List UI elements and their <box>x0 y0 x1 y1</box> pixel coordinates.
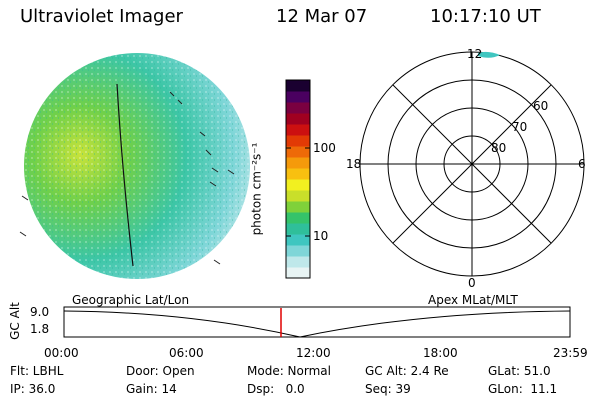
track-x-tick-1200: 12:00 <box>296 346 331 360</box>
colorbar-segment <box>286 201 310 213</box>
track-y-axis-label: GC Alt <box>7 302 22 340</box>
polar-lat-80: 80 <box>491 141 507 155</box>
polar-mlt-12: 12 <box>467 47 483 61</box>
track-left-label: Geographic Lat/Lon <box>72 293 190 307</box>
colorbar-label: photon cm⁻²s⁻¹ <box>249 142 264 236</box>
altitude-track-plot <box>63 306 571 338</box>
colorbar-frame <box>285 79 311 279</box>
info-dsp: Dsp: 0.0 <box>247 382 305 396</box>
info-ip: IP: 36.0 <box>10 382 56 396</box>
info-glat: GLat: 51.0 <box>488 364 551 378</box>
polar-plot <box>359 51 585 277</box>
earth-image <box>19 53 250 279</box>
info-mode: Mode: Normal <box>247 364 331 378</box>
aurora-patch <box>478 51 500 58</box>
colorbar-segment <box>286 124 310 136</box>
colorbar-segment <box>286 190 310 202</box>
track-x-tick-2359: 23:59 <box>553 346 588 360</box>
colorbar-segment <box>286 80 310 92</box>
colorbar-segment <box>286 135 310 147</box>
colorbar-segment <box>286 223 310 235</box>
polar-lat-70: 70 <box>512 120 528 134</box>
info-gc-alt: GC Alt: 2.4 Re <box>365 364 449 378</box>
track-y-tick-top: 9.0 <box>30 305 50 319</box>
polar-mlt-18: 18 <box>346 157 362 171</box>
colorbar-segment <box>286 267 310 279</box>
polar-lat-60: 60 <box>533 99 549 113</box>
colorbar-tick-100: 100 <box>313 141 336 155</box>
track-x-tick-0000: 00:00 <box>44 346 79 360</box>
colorbar-segment <box>286 146 310 158</box>
info-glon: GLon: 11.1 <box>488 382 558 396</box>
colorbar-segment <box>286 102 310 114</box>
colorbar-segment <box>286 212 310 224</box>
colorbar-tick-10: 10 <box>313 229 329 243</box>
track-right-label: Apex MLat/MLT <box>428 293 518 307</box>
terminator-line <box>116 83 134 267</box>
colorbar-segment <box>286 256 310 268</box>
imager-title: Ultraviolet Imager <box>20 6 183 27</box>
time-label: 10:17:10 UT <box>430 6 541 27</box>
info-seq: Seq: 39 <box>365 382 411 396</box>
polar-mlt-0: 0 <box>468 276 476 290</box>
track-x-tick-0600: 06:00 <box>169 346 204 360</box>
colorbar-segment <box>286 113 310 125</box>
colorbar-segment <box>286 179 310 191</box>
colorbar-segment <box>286 245 310 257</box>
colorbar-segment <box>286 168 310 180</box>
track-x-tick-1800: 18:00 <box>423 346 458 360</box>
info-door: Door: Open <box>126 364 195 378</box>
colorbar-segment <box>286 91 310 103</box>
date-label: 12 Mar 07 <box>276 6 368 27</box>
colorbar-segment <box>286 234 310 246</box>
info-gain: Gain: 14 <box>126 382 177 396</box>
colorbar <box>285 79 311 279</box>
polar-mlt-6: 6 <box>578 157 586 171</box>
colorbar-segment <box>286 157 310 169</box>
track-y-tick-bottom: 1.8 <box>30 322 50 336</box>
info-flt: Flt: LBHL <box>10 364 64 378</box>
